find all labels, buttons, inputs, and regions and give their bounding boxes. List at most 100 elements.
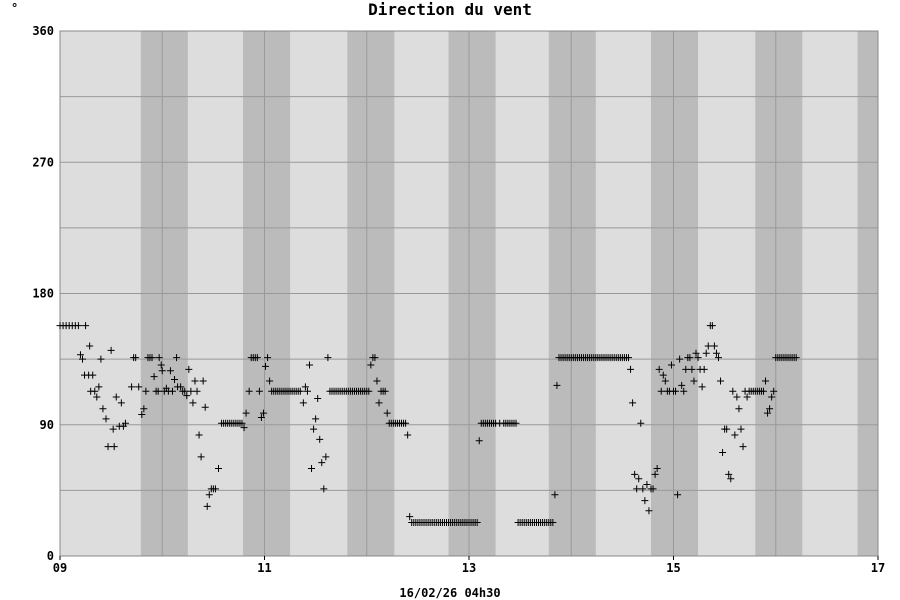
data-point: [371, 354, 379, 362]
data-point: [551, 491, 559, 499]
data-point: [633, 485, 641, 493]
data-point: [140, 405, 148, 413]
data-point: [704, 342, 712, 350]
data-point: [203, 502, 211, 510]
x-tick-label: 13: [462, 561, 476, 575]
data-point: [205, 491, 213, 499]
y-tick-label: 180: [32, 287, 54, 301]
data-point: [549, 518, 557, 526]
data-point: [183, 392, 191, 400]
data-point: [739, 443, 747, 451]
data-point: [792, 354, 800, 362]
data-point: [475, 437, 483, 445]
data-point: [109, 425, 117, 433]
x-tick-label: 09: [53, 561, 67, 575]
data-point: [717, 377, 725, 385]
data-point: [712, 349, 720, 357]
data-point: [735, 405, 743, 413]
data-point: [189, 399, 197, 407]
data-point: [91, 387, 99, 395]
y-axis-ticks: 0 90 180 270 360: [32, 24, 54, 563]
data-point: [187, 387, 195, 395]
data-point: [402, 419, 410, 427]
data-point: [672, 387, 680, 395]
data-point: [303, 387, 311, 395]
data-point: [631, 470, 639, 478]
x-tick-label: 15: [666, 561, 680, 575]
data-point: [242, 409, 250, 417]
data-point: [89, 371, 97, 379]
data-point: [719, 448, 727, 456]
data-point: [725, 470, 733, 478]
data-point: [770, 387, 778, 395]
x-axis-ticks: 09 11 13 15 17: [53, 556, 885, 575]
data-point: [637, 419, 645, 427]
data-point: [135, 383, 143, 391]
data-point: [255, 387, 263, 395]
data-point: [86, 342, 94, 350]
data-point: [181, 387, 189, 395]
data-point: [157, 361, 165, 369]
data-point: [649, 485, 657, 493]
data-point: [262, 362, 270, 370]
data-point: [682, 365, 690, 373]
data-point: [655, 365, 663, 373]
chart-footer: 16/02/26 04h30: [399, 586, 500, 600]
data-point: [759, 387, 767, 395]
data-point: [710, 342, 718, 350]
data-point: [266, 377, 274, 385]
data-point: [625, 354, 633, 362]
data-point: [211, 485, 219, 493]
data-point: [150, 373, 158, 381]
data-point: [238, 419, 246, 427]
data-point: [653, 465, 661, 472]
data-point: [99, 405, 107, 413]
data-point: [678, 381, 686, 389]
data-point: [694, 354, 702, 362]
data-point: [253, 354, 261, 362]
y-tick-label: 360: [32, 24, 54, 38]
data-point: [324, 354, 332, 362]
data-point: [743, 393, 751, 401]
data-point: [365, 387, 373, 395]
data-point: [690, 377, 698, 385]
data-point: [138, 411, 146, 419]
data-point: [473, 518, 481, 526]
data-point: [308, 465, 316, 472]
data-point: [82, 322, 90, 330]
data-point: [727, 475, 735, 483]
data-point: [318, 459, 326, 467]
data-point: [373, 377, 381, 385]
data-point: [142, 387, 150, 395]
data-point: [154, 387, 162, 395]
data-point: [117, 399, 125, 407]
data-point: [177, 383, 185, 391]
data-point: [257, 413, 265, 421]
data-point: [639, 485, 647, 493]
data-point: [78, 355, 86, 363]
data-point: [199, 377, 207, 385]
data-point: [733, 393, 741, 401]
data-point: [166, 367, 174, 375]
data-point: [629, 399, 637, 407]
data-point: [132, 354, 140, 362]
data-point: [299, 399, 307, 407]
data-point: [553, 381, 561, 389]
data-point: [688, 365, 696, 373]
data-point: [641, 497, 649, 505]
data-point: [310, 425, 318, 433]
x-tick-label: 11: [257, 561, 271, 575]
data-point: [296, 387, 304, 395]
data-point: [316, 435, 324, 443]
chart-title: Direction du vent: [368, 0, 532, 19]
y-axis-unit: °: [11, 1, 18, 15]
data-point: [193, 387, 201, 395]
data-point: [121, 419, 129, 427]
data-point: [312, 415, 320, 423]
data-point: [201, 403, 209, 411]
y-tick-label: 0: [47, 549, 54, 563]
data-point: [95, 383, 103, 391]
data-point: [674, 491, 682, 499]
data-point: [74, 322, 82, 330]
